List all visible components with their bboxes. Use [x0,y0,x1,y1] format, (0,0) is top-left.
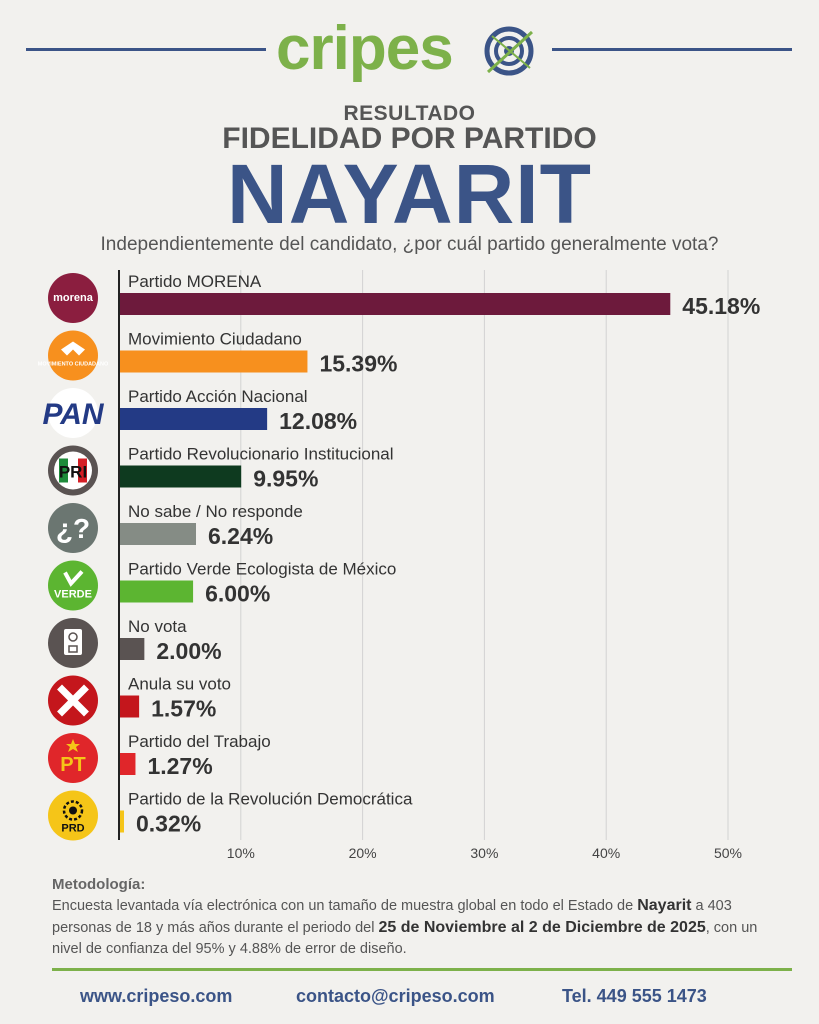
icon-box [68,645,78,653]
pan-logo-icon: PAN [42,388,105,438]
methodology: Metodología: Encuesta levantada vía elec… [52,874,782,960]
pt-logo-icon: PT [48,733,98,783]
icon-stripe [59,458,68,483]
category-label: Partido Revolucionario Institucional [128,445,394,464]
value-label: 6.24% [208,523,273,549]
icon-label: PRD [61,823,84,835]
value-label: 15.39% [319,351,397,377]
icon-circle [48,503,98,553]
header-rule-left [26,48,266,51]
methodology-text-2: a 403 personas de 18 y más años durante … [52,898,732,936]
bar [120,695,140,718]
category-label: Partido Acción Nacional [128,387,308,406]
category-label: No vota [128,617,187,636]
methodology-title: Metodología: [52,876,146,893]
icon-head [68,632,78,642]
bar [120,465,242,488]
bar [120,408,268,430]
methodology-text-1: Encuesta levantada vía electrónica con u… [52,898,638,914]
bar [120,638,145,660]
question-icon: ¿? [48,503,98,553]
methodology-dates: 25 de Noviembre al 2 de Diciembre de 202… [378,919,706,936]
icon-label: morena [53,292,94,304]
bar [120,580,194,603]
value-label: 45.18% [682,293,760,319]
icon-label: MOVIMIENTO CIUDADANO [38,362,109,368]
icon-circle [48,330,98,381]
verde-logo-icon: VERDE [48,560,98,611]
category-label: Movimiento Ciudadano [128,330,302,349]
subtitle-fidelidad: FIDELIDAD POR PARTIDO [222,122,597,155]
phone-number[interactable]: Tel. 449 555 1473 [562,986,707,1006]
logo-text: cripes [276,14,454,83]
category-label: No sabe / No responde [128,502,303,521]
cross-icon [48,675,98,726]
icon-circle [48,560,98,611]
header-rule-right [552,48,792,51]
bar [120,523,197,545]
survey-question: Independientemente del candidato, ¿por c… [100,234,719,255]
icon-label: PRI [59,463,87,482]
pri-logo-icon: PRI [48,445,98,496]
icon-label: PT [60,754,86,776]
icon-label: VERDE [54,589,92,601]
category-label: Partido del Trabajo [128,732,271,751]
cripeso-logo: cripes [276,14,546,84]
email-link[interactable]: contacto@cripeso.com [296,986,495,1006]
icon-circle [48,388,98,438]
tick-label: 10% [227,845,255,861]
icon-label: PAN [42,398,104,431]
movimiento-ciudadano-logo-icon: MOVIMIENTO CIUDADANO [38,330,109,381]
bar [120,753,136,775]
value-label: 9.95% [253,466,318,492]
bar [120,293,671,315]
morena-logo-icon: morena [48,273,98,323]
category-label: Anula su voto [128,675,231,694]
icon-eagle [61,341,85,356]
category-label: Partido de la Revolución Democrática [128,790,413,809]
icon-label: ¿? [56,513,90,544]
website-link[interactable]: www.cripeso.com [80,986,233,1006]
methodology-state: Nayarit [637,897,692,914]
methodology-text: Encuesta levantada vía electrónica con u… [52,895,782,960]
icon-sun [62,800,84,821]
category-label: Partido MORENA [128,272,262,291]
page-title: NAYARIT [227,147,592,241]
category-label: Partido Verde Ecologista de México [128,560,396,579]
bar [120,810,124,833]
icon-stripe [78,458,87,483]
value-label: 12.08% [279,408,357,434]
tick-label: 30% [470,845,498,861]
value-label: 0.32% [136,811,201,837]
methodology-text-3: , con un nivel de confianza del 95% y 4.… [52,920,758,957]
icon-x [57,684,89,717]
value-label: 2.00% [156,638,221,664]
tick-label: 40% [592,845,620,861]
icon-sun-core [69,806,77,815]
icon-star [66,739,80,752]
icon-check [63,570,84,587]
tick-label: 50% [714,845,742,861]
subtitle-resultado: RESULTADO [343,102,476,125]
value-label: 6.00% [205,581,270,607]
icon-circle [48,790,98,841]
icon-circle [48,273,98,323]
icon-circle [48,733,98,783]
tick-label: 20% [349,845,377,861]
footer-rule [52,968,792,971]
value-label: 1.57% [151,696,216,722]
target-icon [484,26,534,76]
value-label: 1.27% [147,753,212,779]
prd-logo-icon: PRD [48,790,98,841]
bar [120,350,308,373]
ballot-icon [48,618,98,668]
